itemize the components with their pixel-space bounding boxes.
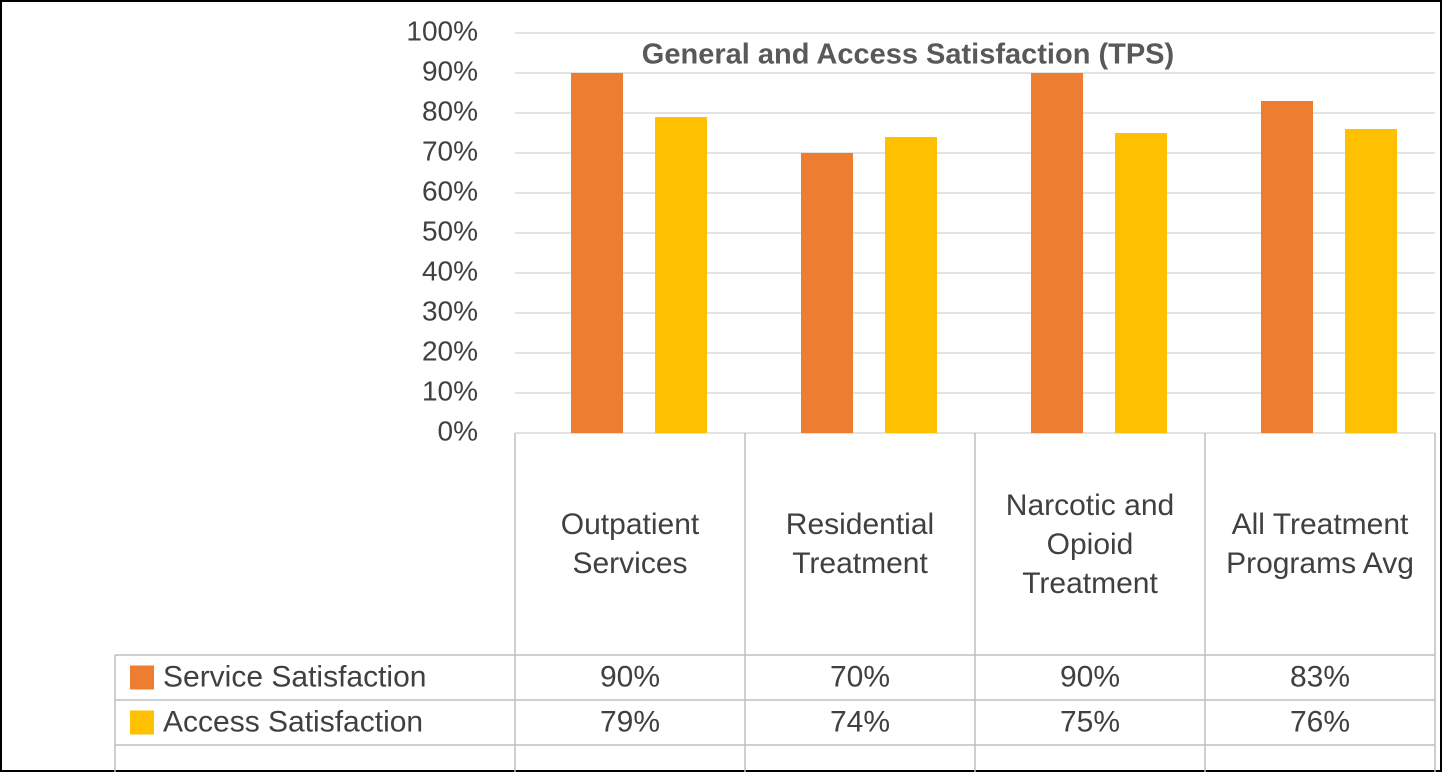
y-tick-label: 20% [422, 335, 478, 366]
x-tick-label: All Treatment Programs Avg [1226, 508, 1414, 580]
table-value: 74% [830, 705, 890, 738]
bar [1345, 129, 1397, 433]
table-value: 83% [1290, 660, 1350, 693]
table-value: 90% [1060, 660, 1120, 693]
y-tick-label: 70% [422, 135, 478, 166]
legend-swatch [130, 665, 154, 690]
y-tick-label: 100% [406, 15, 478, 46]
table-value: 75% [1060, 705, 1120, 738]
y-tick-label: 90% [422, 55, 478, 86]
y-tick-label: 60% [422, 175, 478, 206]
legend-swatch [130, 710, 154, 735]
table-value: 79% [600, 705, 660, 738]
bar [885, 137, 937, 433]
y-tick-label: 30% [422, 295, 478, 326]
y-tick-label: 50% [422, 215, 478, 246]
y-tick-label: 10% [422, 375, 478, 406]
table-value: 90% [600, 660, 660, 693]
bar [1031, 73, 1083, 433]
bar [571, 73, 623, 433]
legend-label: Service Satisfaction [163, 660, 426, 693]
bar [1115, 133, 1167, 433]
y-tick-label: 40% [422, 255, 478, 286]
bar [801, 153, 853, 433]
table-value: 70% [830, 660, 890, 693]
x-tick-label: Residential Treatment [785, 508, 935, 580]
chart-title: General and Access Satisfaction (TPS) [642, 39, 1174, 71]
bar [1261, 101, 1313, 433]
table-value: 76% [1290, 705, 1350, 738]
x-tick-label: Narcotic and Opioid Treatment [1005, 488, 1175, 600]
legend-label: Access Satisfaction [163, 705, 423, 738]
bar [655, 117, 707, 433]
y-tick-label: 80% [422, 95, 478, 126]
x-tick-label: Outpatient Services [560, 508, 700, 580]
y-tick-label: 0% [438, 415, 478, 446]
